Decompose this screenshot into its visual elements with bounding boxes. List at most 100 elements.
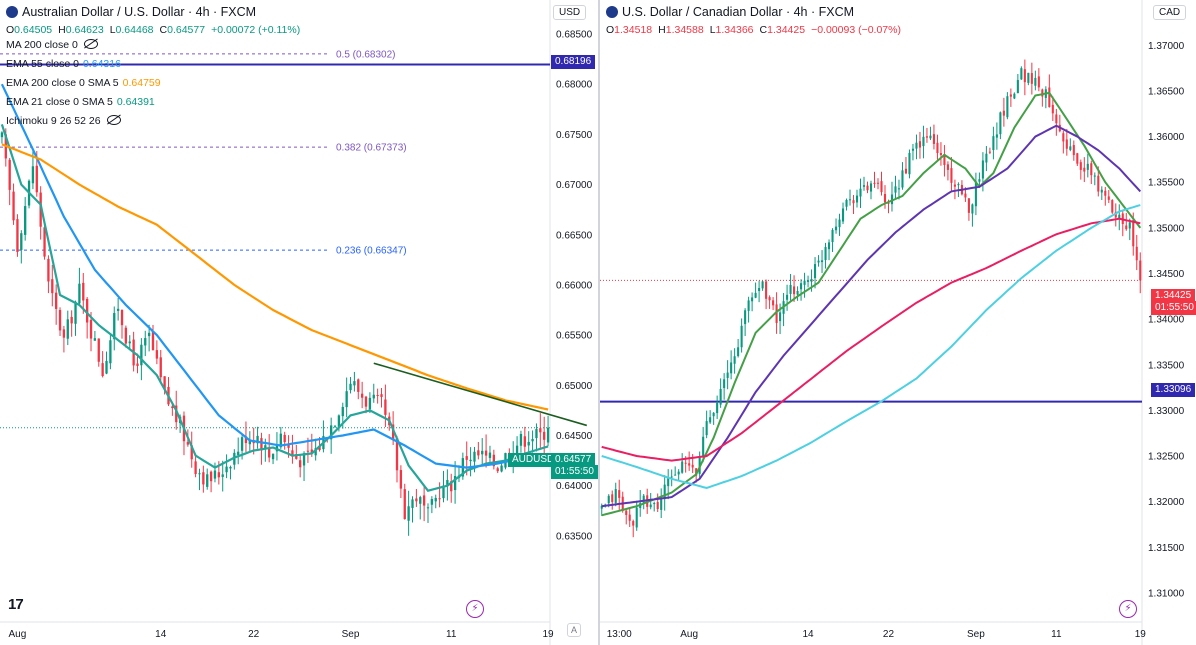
y-tick-label: 1.37000 xyxy=(1148,41,1185,52)
candle-body xyxy=(43,227,46,257)
candle-body xyxy=(1020,68,1023,80)
x-tick-label: 14 xyxy=(155,629,167,640)
usdcad-chart-svg[interactable]: 1.37000 1.36500 1.36000 1.35500 1.35000 1.345… xyxy=(600,0,1196,645)
ohlc-value: 0.64577 xyxy=(167,24,206,36)
candle-body xyxy=(299,460,302,468)
candle-body xyxy=(1016,80,1019,94)
aud-flag-icon xyxy=(6,6,18,18)
tradingview-logo[interactable]: 17 xyxy=(8,596,24,613)
indicator-ema21[interactable]: EMA 21 close 0 SMA 5 0.64391 xyxy=(6,96,155,108)
candle-body xyxy=(310,449,313,453)
lightning-icon[interactable]: ⚡ xyxy=(1119,600,1137,618)
y-tick-label: 0.68000 xyxy=(556,80,593,91)
candle-body xyxy=(0,132,4,138)
candle-body xyxy=(97,338,100,362)
audusd-chart-panel[interactable]: 0.68500 0.68000 0.67500 0.67000 0.66500 0.660… xyxy=(0,0,598,645)
y-tick-label: 1.31500 xyxy=(1148,543,1185,554)
candle-body xyxy=(1083,167,1086,172)
lightning-icon[interactable]: ⚡ xyxy=(466,600,484,618)
ohlc-key: L xyxy=(709,24,716,36)
candle-body xyxy=(862,185,866,187)
y-tick-label: 1.32500 xyxy=(1148,452,1185,463)
usdcad-chart-panel[interactable]: 1.37000 1.36500 1.36000 1.35500 1.35000 1.345… xyxy=(600,0,1196,645)
candle-body xyxy=(981,160,984,179)
candle-body xyxy=(434,497,437,502)
indicator-ema55[interactable]: EMA 55 close 0 0.64316 xyxy=(6,58,121,70)
candle-body xyxy=(656,502,659,510)
usd-flag-icon xyxy=(606,6,618,18)
candle-body xyxy=(611,494,614,502)
ohlc-value: 1.34518 xyxy=(614,24,653,36)
candle-body xyxy=(128,341,131,344)
moving-average-line xyxy=(0,83,549,469)
ohlc-legend: O1.34518 H1.34588 L1.34366 C1.34425 −0.00093… xyxy=(606,24,907,36)
candle-body xyxy=(932,134,935,144)
ohlc-value: 0.64505 xyxy=(14,24,53,36)
moving-average-line xyxy=(601,217,1141,462)
ohlc-key: C xyxy=(759,24,768,36)
x-tick-label: Sep xyxy=(342,629,360,640)
candle-body xyxy=(314,448,317,456)
candle-body xyxy=(349,383,352,391)
candle-body xyxy=(256,435,259,444)
hidden-eye-icon[interactable] xyxy=(83,39,98,49)
candle-body xyxy=(1030,73,1033,84)
candle-body xyxy=(1097,175,1100,192)
candle-body xyxy=(151,331,155,351)
currency-button[interactable]: USD xyxy=(553,5,587,20)
y-tick-label: 1.35500 xyxy=(1148,178,1185,189)
candle-body xyxy=(800,283,803,290)
candle-body xyxy=(663,484,666,500)
y-tick-label: 0.65500 xyxy=(556,331,593,342)
candle-body xyxy=(733,356,736,364)
candle-body xyxy=(978,179,981,182)
candle-body xyxy=(1086,163,1089,170)
candle-body xyxy=(751,297,754,302)
hline-price-tag: 1.33096 xyxy=(1151,383,1196,397)
y-tick-label: 1.34500 xyxy=(1148,269,1185,280)
candle-body xyxy=(653,503,656,505)
symbol-title: Australian Dollar / U.S. Dollar · 4h · F… xyxy=(22,5,257,19)
indicator-ichimoku[interactable]: Ichimoku 9 26 52 26 xyxy=(6,115,121,127)
candle-body xyxy=(820,260,824,263)
ohlc-key: O xyxy=(606,24,615,36)
hidden-eye-icon[interactable] xyxy=(106,115,121,125)
candle-body xyxy=(1006,96,1009,118)
candle-body xyxy=(527,441,530,446)
currency-button[interactable]: CAD xyxy=(1153,5,1187,20)
candle-body xyxy=(147,332,151,337)
audusd-chart-svg[interactable]: 0.68500 0.68000 0.67500 0.67000 0.66500 0.660… xyxy=(0,0,598,645)
candle-body xyxy=(1072,145,1075,156)
ohlc-key: L xyxy=(109,24,116,36)
panel-divider[interactable] xyxy=(598,0,600,645)
auto-scale-button[interactable]: A xyxy=(567,623,581,637)
candle-body xyxy=(515,445,519,455)
y-tick-label: 0.64000 xyxy=(556,481,593,492)
candle-body xyxy=(866,185,869,191)
candle-body xyxy=(974,181,977,207)
ohlc-value: 0.64623 xyxy=(65,24,104,36)
candle-body xyxy=(988,151,991,153)
candle-body xyxy=(995,134,998,138)
symbol-tag: AUDUSD xyxy=(508,453,559,467)
candle-body xyxy=(58,310,62,331)
candle-body xyxy=(492,454,495,467)
candle-body xyxy=(353,381,356,386)
candle-body xyxy=(946,164,949,170)
candle-body xyxy=(904,168,908,174)
candle-body xyxy=(531,439,534,442)
candle-body xyxy=(20,233,23,250)
moving-average-line xyxy=(1,143,549,411)
candle-body xyxy=(453,476,457,491)
candle-body xyxy=(789,284,792,294)
candle-body xyxy=(985,153,988,163)
indicator-ma200[interactable]: MA 200 close 0 xyxy=(6,39,98,51)
candle-body xyxy=(116,308,120,311)
candle-body xyxy=(330,425,333,440)
candle-body xyxy=(124,327,128,344)
indicator-ema200[interactable]: EMA 200 close 0 SMA 5 0.64759 xyxy=(6,77,161,89)
x-tick-label: Aug xyxy=(9,629,27,640)
candle-body xyxy=(209,471,213,482)
candle-body xyxy=(415,498,418,502)
candle-body xyxy=(543,431,546,440)
